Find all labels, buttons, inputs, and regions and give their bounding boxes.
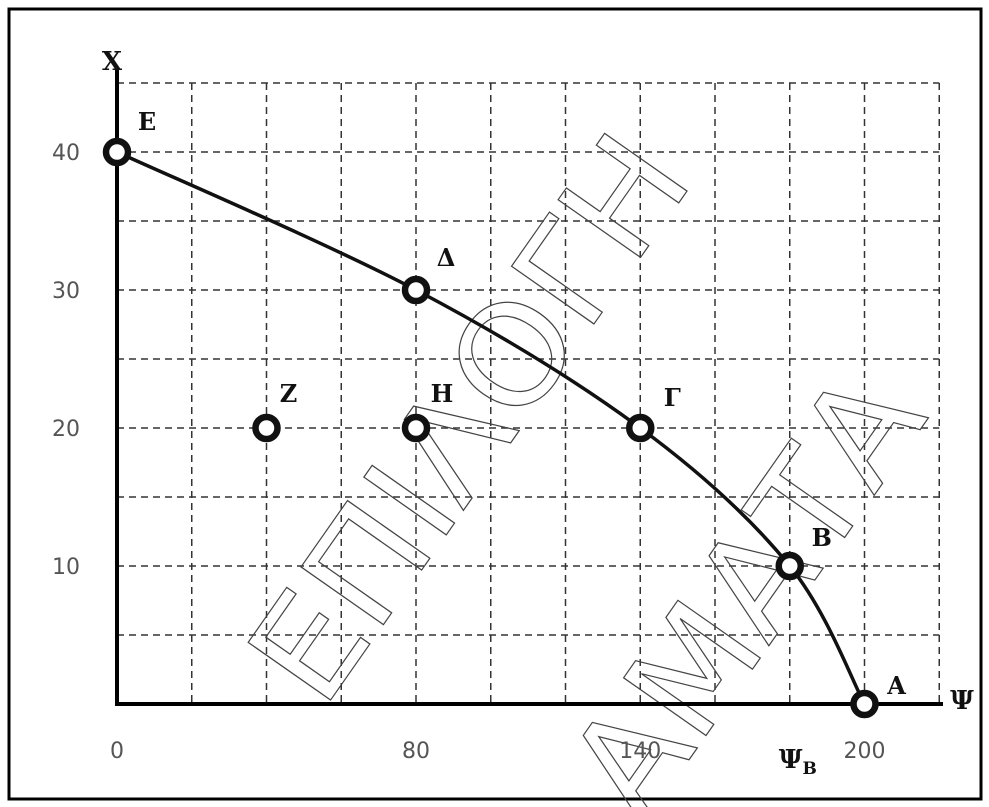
point-marker-center bbox=[786, 563, 793, 569]
x-tick-label: 0 bbox=[110, 739, 124, 764]
y-tick-label: 40 bbox=[52, 141, 80, 166]
point-marker-center bbox=[413, 425, 419, 431]
point-label: A bbox=[886, 671, 906, 700]
y-axis-label: X bbox=[102, 47, 123, 77]
point-marker-center bbox=[861, 701, 868, 707]
y-tick-label: 30 bbox=[52, 279, 80, 304]
x-tick-label: 80 bbox=[402, 739, 430, 764]
point-label: E bbox=[138, 107, 156, 136]
frame-border bbox=[7, 7, 983, 801]
data-points: E Δ Γ B A Z H bbox=[102, 107, 906, 719]
point-label: Z bbox=[280, 379, 298, 408]
point-label: Γ bbox=[664, 383, 681, 412]
point-label: B bbox=[812, 523, 832, 552]
point-marker-center bbox=[637, 425, 644, 431]
x-marker-subscript: B bbox=[802, 759, 816, 779]
tick-labels: 0 80 140 200 40 30 20 10 bbox=[52, 141, 886, 764]
y-tick-label: 20 bbox=[52, 417, 80, 442]
production-curve bbox=[116, 150, 867, 705]
x-tick-label: 200 bbox=[844, 739, 886, 764]
x-marker-main: Ψ bbox=[779, 745, 803, 775]
x-tick-label: 140 bbox=[619, 739, 661, 764]
point-label: Δ bbox=[437, 243, 456, 272]
point-marker-center bbox=[413, 287, 419, 293]
point-marker-center bbox=[263, 425, 270, 431]
x-marker-label: ΨB bbox=[779, 745, 817, 779]
y-tick-label: 10 bbox=[52, 555, 80, 580]
point-marker-center bbox=[114, 149, 120, 155]
x-axis-label: Ψ bbox=[950, 686, 974, 716]
point-label: H bbox=[431, 379, 454, 408]
